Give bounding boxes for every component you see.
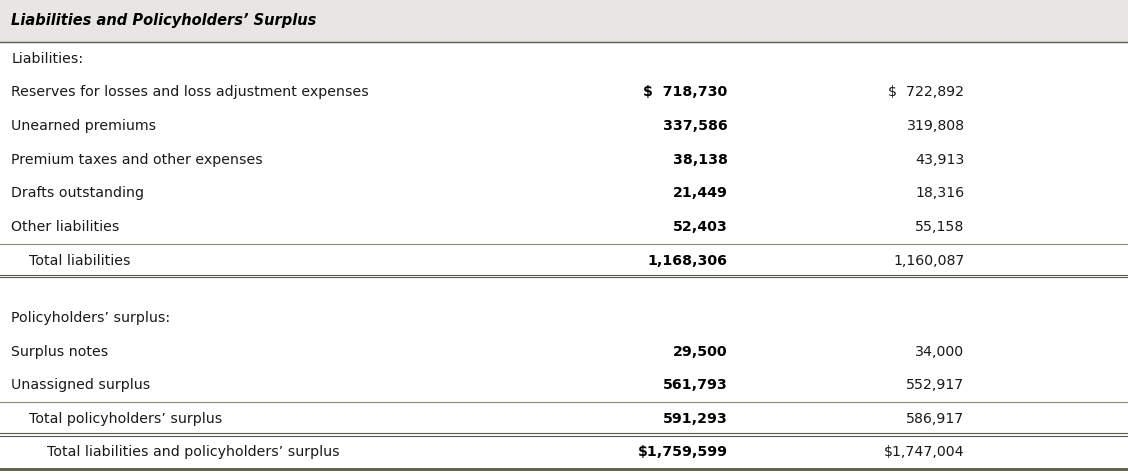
Text: 29,500: 29,500 [673, 345, 728, 358]
Text: 1,168,306: 1,168,306 [647, 254, 728, 268]
Text: Unearned premiums: Unearned premiums [11, 119, 157, 133]
Text: 319,808: 319,808 [907, 119, 964, 133]
Text: Unassigned surplus: Unassigned surplus [11, 378, 150, 392]
Text: $1,759,599: $1,759,599 [637, 446, 728, 459]
Text: 561,793: 561,793 [663, 378, 728, 392]
Text: Reserves for losses and loss adjustment expenses: Reserves for losses and loss adjustment … [11, 85, 369, 100]
Text: Premium taxes and other expenses: Premium taxes and other expenses [11, 153, 263, 167]
Text: 586,917: 586,917 [906, 412, 964, 426]
Text: Surplus notes: Surplus notes [11, 345, 108, 358]
Text: 337,586: 337,586 [663, 119, 728, 133]
Text: 34,000: 34,000 [915, 345, 964, 358]
Text: Other liabilities: Other liabilities [11, 220, 120, 234]
Text: Total liabilities and policyholders’ surplus: Total liabilities and policyholders’ sur… [11, 446, 340, 459]
Text: 18,316: 18,316 [915, 186, 964, 201]
Text: $1,747,004: $1,747,004 [884, 446, 964, 459]
Text: Policyholders’ surplus:: Policyholders’ surplus: [11, 311, 170, 325]
Text: 38,138: 38,138 [672, 153, 728, 167]
Text: 1,160,087: 1,160,087 [893, 254, 964, 268]
Text: 55,158: 55,158 [915, 220, 964, 234]
Text: 552,917: 552,917 [906, 378, 964, 392]
Text: 52,403: 52,403 [672, 220, 728, 234]
Text: Liabilities:: Liabilities: [11, 52, 83, 66]
Text: Total policyholders’ surplus: Total policyholders’ surplus [11, 412, 222, 426]
Text: Liabilities and Policyholders’ Surplus: Liabilities and Policyholders’ Surplus [11, 13, 317, 28]
Text: 591,293: 591,293 [663, 412, 728, 426]
Text: 21,449: 21,449 [672, 186, 728, 201]
FancyBboxPatch shape [0, 0, 1128, 42]
Text: 43,913: 43,913 [915, 153, 964, 167]
Text: Drafts outstanding: Drafts outstanding [11, 186, 144, 201]
Text: Total liabilities: Total liabilities [11, 254, 131, 268]
Text: $  718,730: $ 718,730 [643, 85, 728, 100]
Text: $  722,892: $ 722,892 [889, 85, 964, 100]
